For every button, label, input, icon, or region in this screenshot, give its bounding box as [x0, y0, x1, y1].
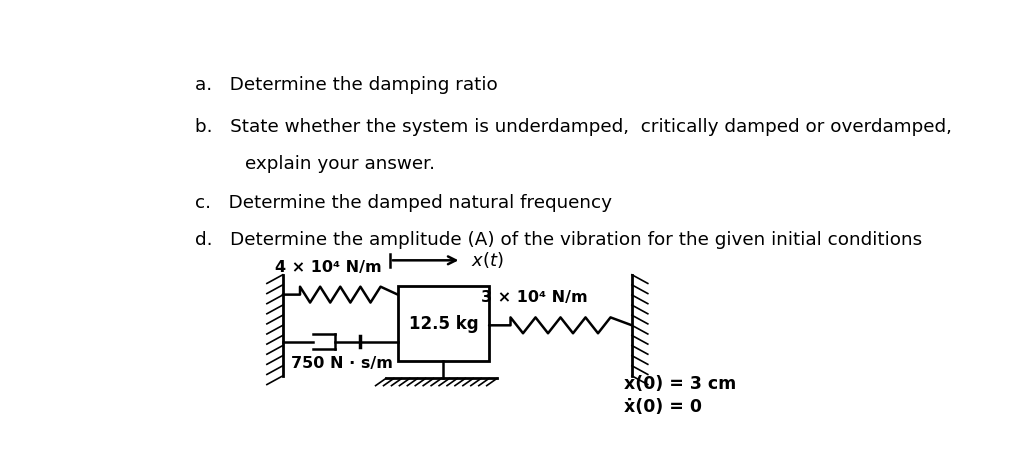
Text: ẋ(0) = 0: ẋ(0) = 0	[624, 398, 702, 416]
Bar	[397, 286, 489, 362]
Text: $x(t)$: $x(t)$	[471, 250, 504, 270]
Text: b.   State whether the system is underdamped,  critically damped or overdamped,: b. State whether the system is underdamp…	[196, 118, 952, 136]
Text: explain your answer.: explain your answer.	[246, 154, 435, 173]
Text: c.   Determine the damped natural frequency: c. Determine the damped natural frequenc…	[196, 194, 612, 212]
Text: 12.5 kg: 12.5 kg	[409, 315, 478, 333]
Text: 750 N · s/m: 750 N · s/m	[291, 356, 392, 371]
Text: x(0) = 3 cm: x(0) = 3 cm	[624, 375, 736, 393]
Text: d.   Determine the amplitude (A) of the vibration for the given initial conditio: d. Determine the amplitude (A) of the vi…	[196, 231, 923, 249]
Text: 4 × 10⁴ N/m: 4 × 10⁴ N/m	[275, 260, 382, 275]
Text: 3 × 10⁴ N/m: 3 × 10⁴ N/m	[481, 290, 588, 305]
Text: a.   Determine the damping ratio: a. Determine the damping ratio	[196, 76, 499, 94]
